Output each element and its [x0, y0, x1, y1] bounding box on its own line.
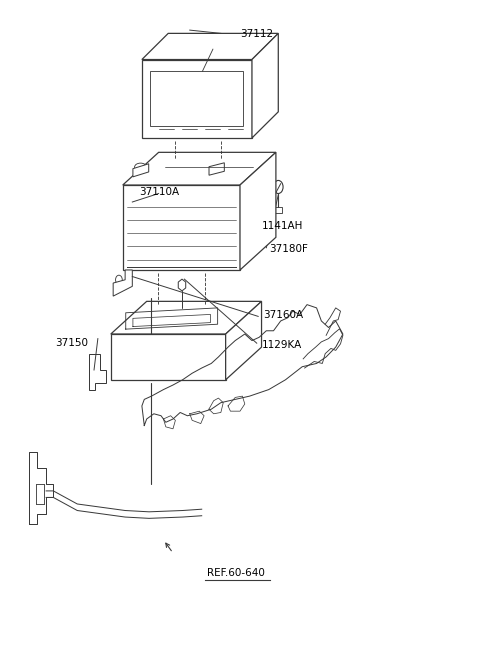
Text: 37150: 37150: [55, 339, 88, 348]
Polygon shape: [111, 334, 226, 380]
Text: REF.60-640: REF.60-640: [207, 568, 265, 578]
Polygon shape: [113, 270, 132, 296]
Polygon shape: [206, 185, 216, 201]
Bar: [275, 206, 282, 213]
Polygon shape: [142, 60, 252, 138]
Text: 37112: 37112: [240, 29, 273, 39]
Polygon shape: [111, 301, 262, 334]
Text: 1129KA: 1129KA: [262, 340, 302, 350]
Text: 37110A: 37110A: [140, 187, 180, 196]
Polygon shape: [178, 279, 186, 291]
Polygon shape: [209, 163, 224, 175]
Polygon shape: [226, 301, 262, 380]
Polygon shape: [133, 164, 149, 177]
Polygon shape: [89, 354, 106, 390]
Text: 37180F: 37180F: [269, 244, 308, 254]
Polygon shape: [142, 33, 278, 60]
Polygon shape: [123, 153, 276, 185]
Text: 1141AH: 1141AH: [262, 221, 303, 231]
Polygon shape: [240, 153, 276, 270]
Text: 37160A: 37160A: [263, 310, 303, 320]
Polygon shape: [123, 185, 240, 270]
Polygon shape: [252, 33, 278, 138]
Bar: [151, 96, 162, 108]
